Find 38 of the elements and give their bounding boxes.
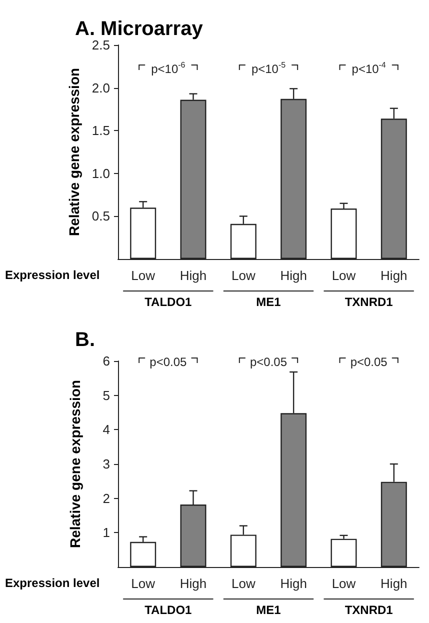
x-tick-label: High: [380, 268, 408, 283]
x-tick-label: Low: [131, 576, 156, 591]
y-tick-label: 5: [102, 388, 110, 403]
annotation: p<0.05: [350, 354, 388, 369]
x-axis-title: Expression level: [5, 268, 100, 282]
y-tick-label: 1.5: [92, 123, 110, 138]
y-tick-label: 1.0: [92, 166, 110, 181]
y-tick-label: 4: [102, 422, 110, 438]
y-tick-label: 2.0: [92, 80, 110, 96]
y-axis-title: Relative gene expression: [66, 68, 82, 236]
x-tick-label: High: [280, 268, 307, 283]
y-tick-label: 1: [102, 525, 110, 540]
chart-title: A. Microarray: [75, 18, 204, 40]
annotation: p<0.05: [250, 354, 288, 369]
y-tick-label: 2.5: [92, 38, 110, 52]
chart-title: B.: [75, 329, 95, 351]
text: TALDO1: [144, 295, 192, 309]
text: ME1: [256, 603, 282, 617]
x-tick-label: Low: [231, 576, 256, 591]
y-tick-label: 2: [102, 490, 110, 506]
x-tick-label: High: [180, 576, 207, 591]
x-tick-label: Low: [231, 268, 256, 283]
y-tick-label: 6: [102, 354, 110, 368]
text: TXNRD1: [344, 603, 394, 617]
x-axis-title: Expression level: [5, 576, 100, 590]
text: TALDO1: [144, 603, 192, 617]
x-tick-label: High: [280, 576, 307, 591]
x-tick-label: High: [180, 268, 207, 283]
y-tick-label: 0.5: [92, 208, 110, 224]
x-tick-label: Low: [332, 576, 356, 591]
y-axis-title: Relative gene expression: [67, 380, 83, 548]
y-tick-label: 3: [102, 456, 110, 472]
text: TXNRD1: [344, 295, 394, 309]
annotation: p<0.05: [150, 354, 188, 369]
x-tick-label: High: [380, 576, 408, 591]
x-tick-label: Low: [332, 268, 356, 283]
x-tick-label: Low: [131, 268, 156, 283]
text: ME1: [256, 295, 282, 309]
